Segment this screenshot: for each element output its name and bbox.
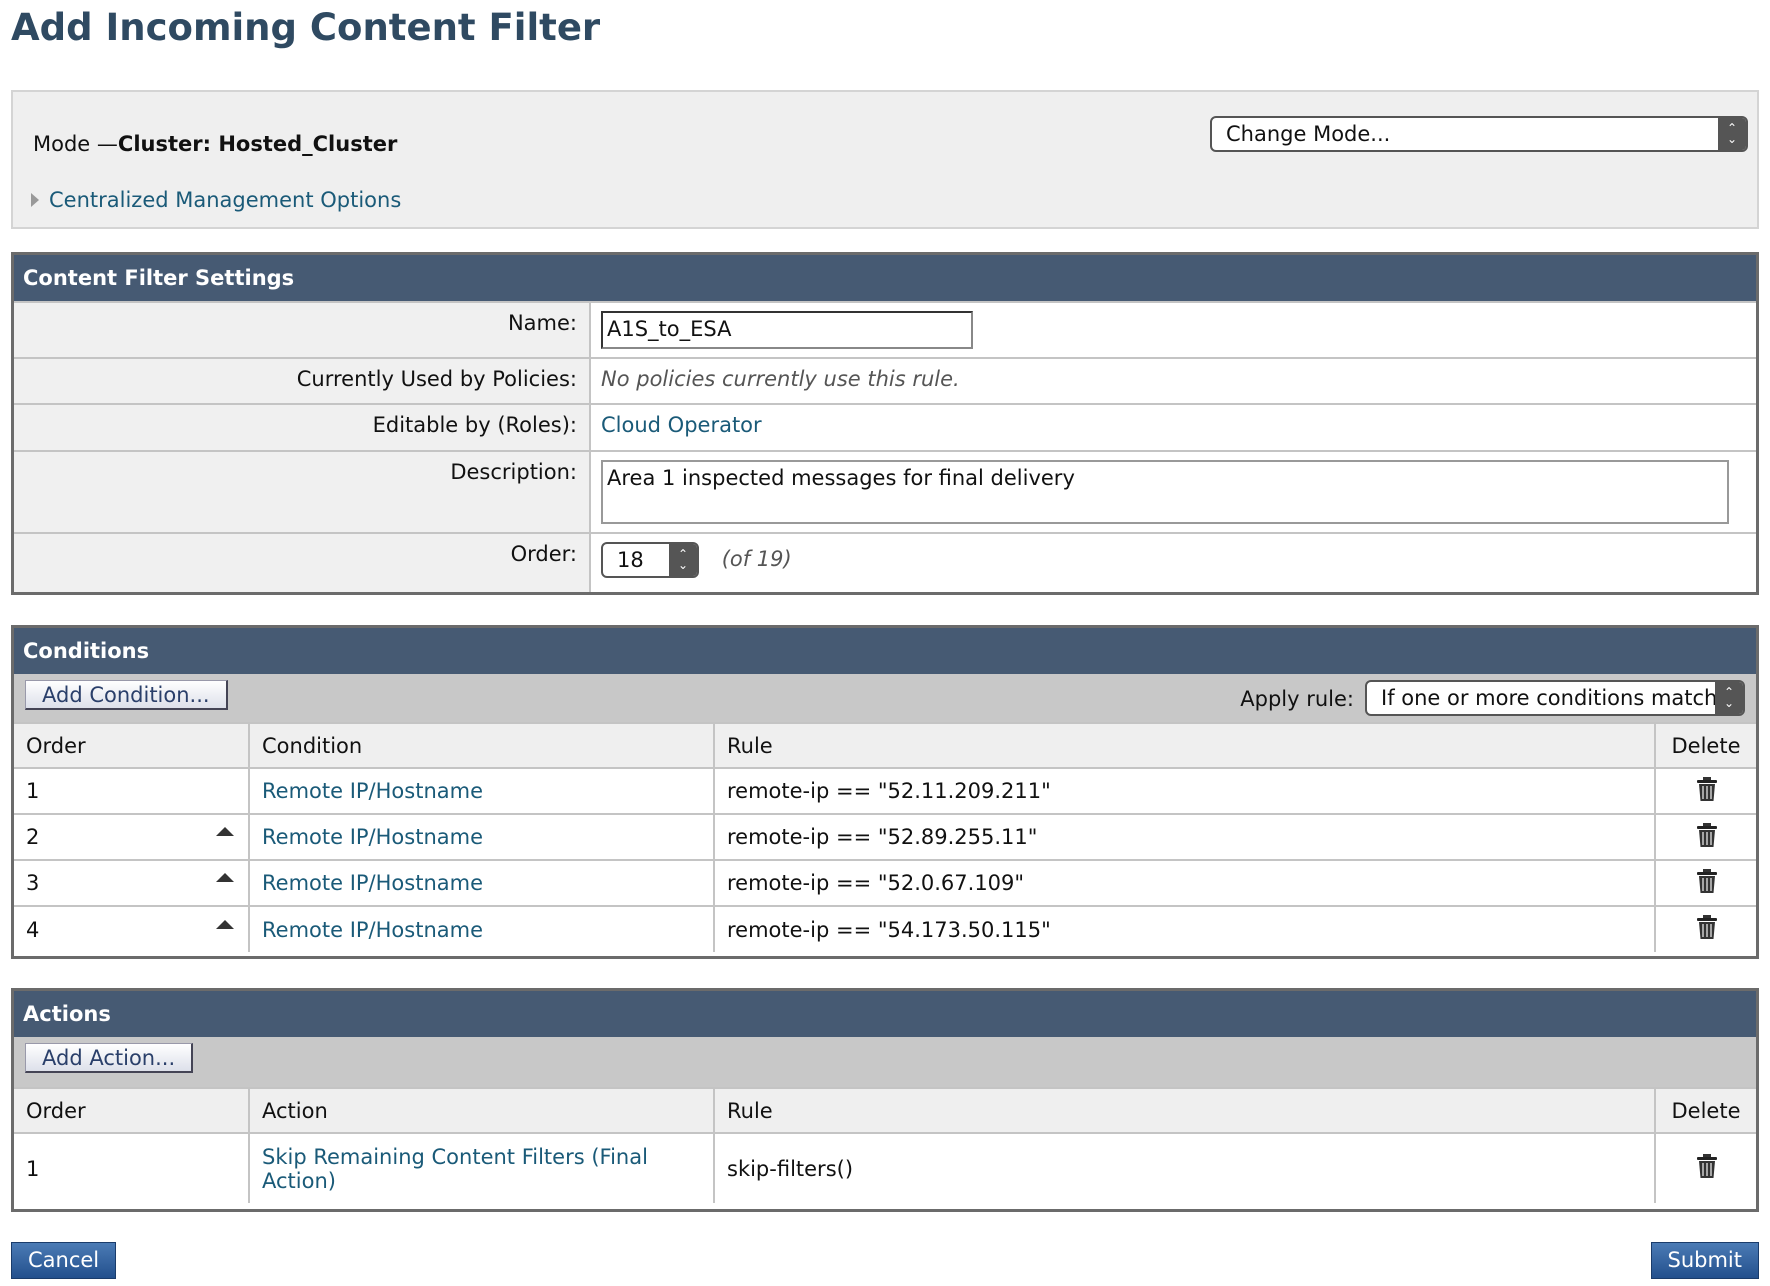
used-by-row: Currently Used by Policies: No policies … <box>14 357 1756 403</box>
condition-order-cell: 4 <box>14 905 249 952</box>
action-row: 1 Skip Remaining Content Filters (Final … <box>14 1132 1756 1203</box>
actions-table: Order Action Rule Delete 1 Skip Remainin… <box>14 1087 1756 1203</box>
name-row: Name: A1S_to_ESA <box>14 301 1756 357</box>
centralized-management-toggle[interactable]: Centralized Management Options <box>31 188 401 212</box>
condition-order-cell: 3 <box>14 859 249 906</box>
action-rule: skip-filters() <box>713 1132 1655 1203</box>
used-by-value: No policies currently use this rule. <box>601 367 960 391</box>
settings-header: Content Filter Settings <box>14 255 1756 301</box>
mode-prefix: Mode — <box>33 132 118 156</box>
roles-link[interactable]: Cloud Operator <box>601 413 762 437</box>
col-order: Order <box>14 1087 249 1133</box>
submit-button[interactable]: Submit <box>1650 1242 1759 1279</box>
col-condition: Condition <box>248 722 714 768</box>
trash-icon[interactable] <box>1696 914 1717 939</box>
add-condition-button[interactable]: Add Condition... <box>25 680 228 710</box>
name-input[interactable]: A1S_to_ESA <box>601 311 973 349</box>
condition-link[interactable]: Remote IP/Hostname <box>262 917 484 942</box>
order-value: 18 <box>617 548 644 572</box>
content-filter-settings-panel: Content Filter Settings Name: A1S_to_ESA… <box>11 252 1759 595</box>
description-textarea[interactable]: Area 1 inspected messages for final deli… <box>601 460 1729 524</box>
condition-link[interactable]: Remote IP/Hostname <box>262 779 484 803</box>
actions-panel: Actions Add Action... Order Action Rule … <box>11 988 1759 1212</box>
add-action-button[interactable]: Add Action... <box>25 1043 194 1073</box>
condition-order-cell: 1 <box>14 767 249 814</box>
roles-label: Editable by (Roles): <box>14 405 591 450</box>
condition-order: 2 <box>26 825 40 849</box>
trash-icon[interactable] <box>1696 776 1717 801</box>
actions-header: Actions <box>14 991 1756 1037</box>
roles-row: Editable by (Roles): Cloud Operator <box>14 403 1756 450</box>
mode-value: Cluster: Hosted_Cluster <box>117 132 398 156</box>
condition-row: 2 Remote IP/Hostname remote-ip == "52.89… <box>14 813 1756 860</box>
conditions-toolbar: Add Condition... Apply rule: If one or m… <box>14 674 1756 722</box>
apply-rule-select[interactable]: If one or more conditions match ⌃ ⌄ <box>1365 680 1745 716</box>
action-link[interactable]: Skip Remaining Content Filters (Final Ac… <box>262 1144 648 1193</box>
mode-box: Mode —Cluster: Hosted_Cluster Centralize… <box>11 90 1759 229</box>
page-title: Add Incoming Content Filter <box>11 6 601 49</box>
name-label: Name: <box>14 303 591 357</box>
condition-order: 1 <box>26 779 40 803</box>
mode-label: Mode —Cluster: Hosted_Cluster <box>33 132 397 156</box>
trash-icon[interactable] <box>1696 868 1717 893</box>
condition-row: 3 Remote IP/Hostname remote-ip == "52.0.… <box>14 859 1756 906</box>
col-rule: Rule <box>713 722 1655 768</box>
expand-triangle-icon <box>31 193 39 207</box>
cancel-button[interactable]: Cancel <box>11 1242 117 1279</box>
order-of: (of 19) <box>721 547 792 571</box>
order-row: Order: 18 ⌃ ⌄ (of 19) <box>14 532 1756 592</box>
condition-link[interactable]: Remote IP/Hostname <box>262 871 484 895</box>
select-arrows-icon: ⌃ ⌄ <box>1718 118 1746 150</box>
col-rule: Rule <box>713 1087 1655 1133</box>
condition-row: 4 Remote IP/Hostname remote-ip == "54.17… <box>14 905 1756 952</box>
move-up-icon[interactable] <box>216 827 234 836</box>
condition-row: 1 Remote IP/Hostname remote-ip == "52.11… <box>14 767 1756 814</box>
trash-icon[interactable] <box>1696 1153 1717 1178</box>
conditions-header: Conditions <box>14 628 1756 674</box>
condition-link[interactable]: Remote IP/Hostname <box>262 825 484 849</box>
actions-toolbar: Add Action... <box>14 1037 1756 1087</box>
col-action: Action <box>248 1087 714 1133</box>
used-by-label: Currently Used by Policies: <box>14 359 591 403</box>
centralized-management-link[interactable]: Centralized Management Options <box>49 188 402 212</box>
apply-rule-value: If one or more conditions match <box>1381 686 1718 710</box>
condition-rule: remote-ip == "52.11.209.211" <box>713 767 1655 814</box>
move-up-icon[interactable] <box>216 919 234 929</box>
condition-rule: remote-ip == "52.89.255.11" <box>713 813 1655 860</box>
order-label: Order: <box>14 534 591 592</box>
select-arrows-icon: ⌃ ⌄ <box>669 544 697 576</box>
col-order: Order <box>14 722 249 768</box>
select-arrows-icon: ⌃ ⌄ <box>1715 682 1743 714</box>
conditions-table: Order Condition Rule Delete 1 Remote IP/… <box>14 722 1756 952</box>
description-row: Description: Area 1 inspected messages f… <box>14 450 1756 532</box>
condition-order-cell: 2 <box>14 813 249 860</box>
condition-order: 4 <box>26 917 40 942</box>
col-delete: Delete <box>1654 722 1756 768</box>
apply-rule-label: Apply rule: <box>1240 687 1354 711</box>
order-select[interactable]: 18 ⌃ ⌄ <box>601 542 699 578</box>
description-label: Description: <box>14 452 591 532</box>
conditions-panel: Conditions Add Condition... Apply rule: … <box>11 625 1759 959</box>
change-mode-value: Change Mode... <box>1226 122 1391 146</box>
col-delete: Delete <box>1654 1087 1756 1133</box>
move-up-icon[interactable] <box>216 873 234 882</box>
condition-order: 3 <box>26 871 40 895</box>
trash-icon[interactable] <box>1696 822 1717 847</box>
condition-rule: remote-ip == "54.173.50.115" <box>713 905 1655 952</box>
change-mode-select[interactable]: Change Mode... ⌃ ⌄ <box>1210 116 1748 152</box>
action-order: 1 <box>14 1132 249 1203</box>
condition-rule: remote-ip == "52.0.67.109" <box>713 859 1655 906</box>
